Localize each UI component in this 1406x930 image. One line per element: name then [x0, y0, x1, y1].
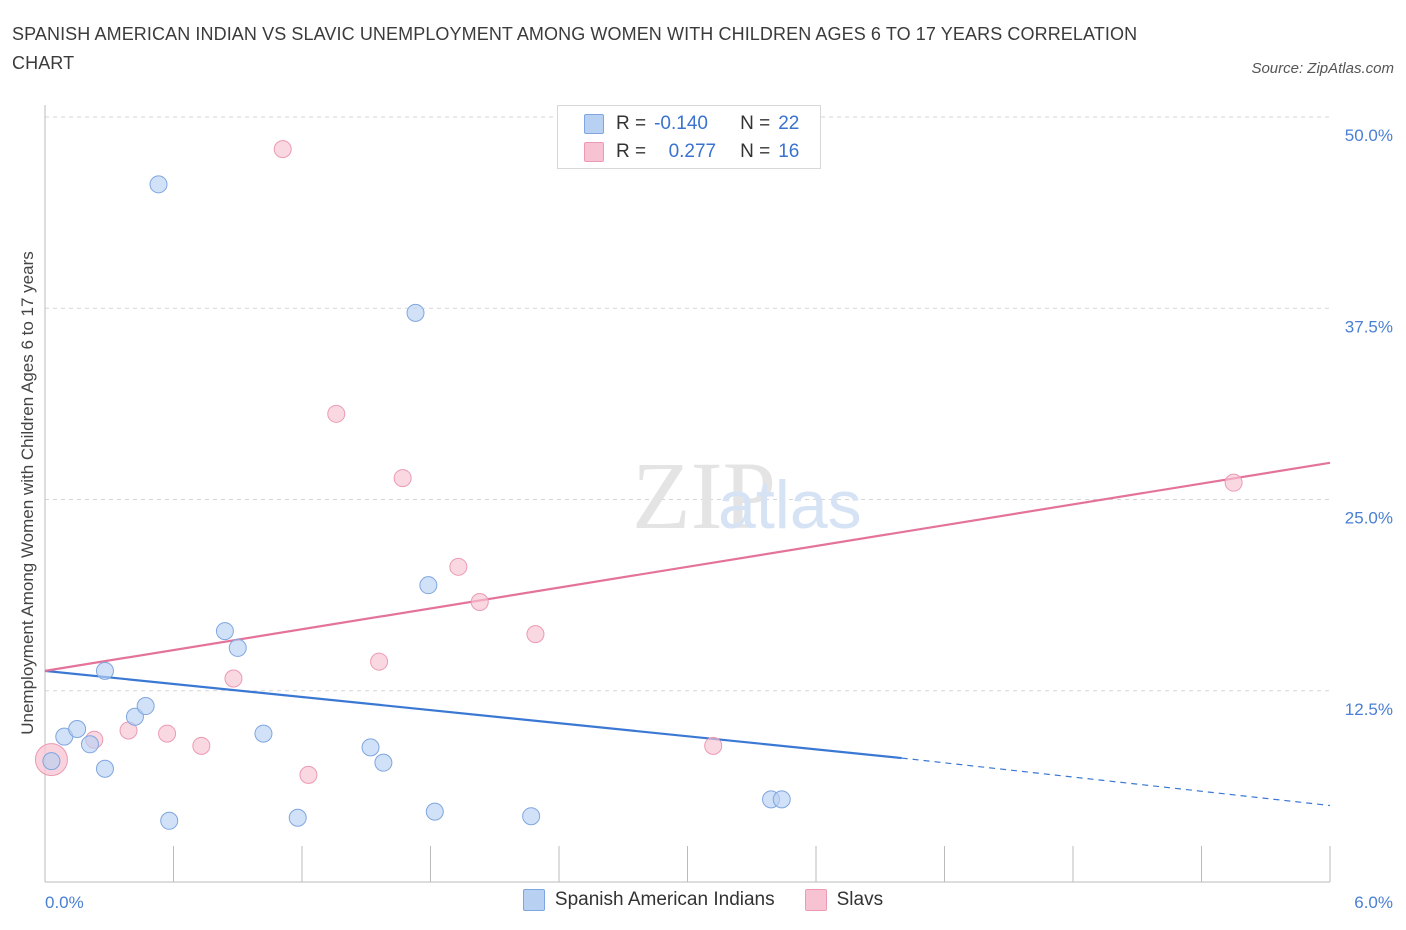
point-slavs [470, 593, 489, 612]
point-spanish-american-indians [288, 808, 307, 827]
series-swatch-blue [522, 889, 545, 911]
point-slavs [1224, 473, 1243, 492]
point-spanish-american-indians [80, 735, 99, 754]
data-points [34, 140, 1243, 830]
point-spanish-american-indians [361, 738, 380, 757]
point-spanish-american-indians [228, 638, 247, 657]
legend-r-value: 0.277 [668, 141, 717, 162]
point-spanish-american-indians [215, 622, 234, 641]
y-tick-label: 37.5% [1345, 317, 1393, 336]
tick-labels: 12.5% 25.0% 37.5% 50.0% 0.0% 6.0% [45, 126, 1393, 912]
legend-row-slavs: R = 0.277 N = 16 [584, 140, 799, 164]
series-legend-label: Slavs [836, 889, 884, 910]
point-slavs [327, 404, 346, 423]
watermark-atlas: atlas [718, 467, 862, 543]
point-spanish-american-indians [68, 720, 87, 738]
trend-line-spanish-american-indians [44, 669, 902, 760]
series-legend-label: Spanish American Indians [554, 889, 775, 910]
correlation-legend: R = -0.140 N = 22 R = 0.277 N = 16 [557, 105, 821, 169]
point-slavs [449, 557, 468, 576]
trend-line-extension-spanish-american-indians [901, 757, 1331, 807]
legend-swatch-blue [584, 114, 604, 134]
point-spanish-american-indians [160, 811, 179, 830]
point-slavs [370, 652, 389, 671]
point-slavs [192, 736, 211, 755]
legend-swatch-pink [584, 142, 604, 162]
series-swatch-pink [804, 889, 827, 911]
point-slavs [158, 724, 177, 743]
grid-lines [45, 116, 1330, 692]
point-slavs [704, 736, 723, 755]
y-tick-label: 25.0% [1345, 509, 1393, 528]
legend-r-value: -0.140 [654, 113, 708, 134]
chart-title: SPANISH AMERICAN INDIAN VS SLAVIC UNEMPL… [12, 24, 1138, 73]
point-spanish-american-indians [419, 576, 438, 595]
point-spanish-american-indians [374, 753, 393, 772]
x-tick-label: 6.0% [1354, 893, 1393, 912]
trend-line-slavs [44, 461, 1331, 672]
point-spanish-american-indians [95, 661, 114, 680]
x-tick-label: 0.0% [45, 893, 84, 912]
y-tick-label: 50.0% [1345, 126, 1393, 145]
point-spanish-american-indians [42, 752, 61, 771]
point-spanish-american-indians [95, 759, 114, 778]
point-spanish-american-indians [406, 303, 425, 322]
legend-n-value: 22 [778, 113, 800, 134]
source-label: Source: ZipAtlas.com [1251, 60, 1394, 77]
point-spanish-american-indians [254, 724, 273, 743]
legend-n-value: 16 [778, 141, 800, 162]
series-legend-item-spanish-american-indians[interactable]: Spanish American Indians [522, 889, 775, 911]
point-slavs [224, 669, 243, 688]
point-slavs [273, 140, 292, 159]
y-tick-label: 12.5% [1345, 700, 1393, 719]
point-spanish-american-indians [772, 790, 791, 809]
legend-row-spanish-american-indians: R = -0.140 N = 22 [584, 112, 799, 136]
point-spanish-american-indians [136, 697, 155, 716]
point-slavs [526, 625, 545, 644]
trend-lines [44, 461, 1331, 807]
point-slavs [393, 469, 412, 488]
watermark-zip: ZIP [632, 442, 776, 549]
series-legend-item-slavs[interactable]: Slavs [804, 889, 884, 911]
legend-n-label: N = [740, 113, 771, 134]
point-spanish-american-indians [149, 175, 168, 194]
legend-r-label: R = [616, 141, 647, 162]
legend-n-label: N = [740, 141, 771, 162]
point-spanish-american-indians [125, 707, 144, 726]
point-spanish-american-indians [425, 802, 444, 821]
legend-r-label: R = [616, 113, 647, 134]
series-legend: Spanish American Indians Slavs [0, 889, 1406, 911]
watermark: ZIP atlas [632, 442, 862, 549]
point-slavs [299, 765, 318, 784]
point-spanish-american-indians [522, 807, 541, 826]
